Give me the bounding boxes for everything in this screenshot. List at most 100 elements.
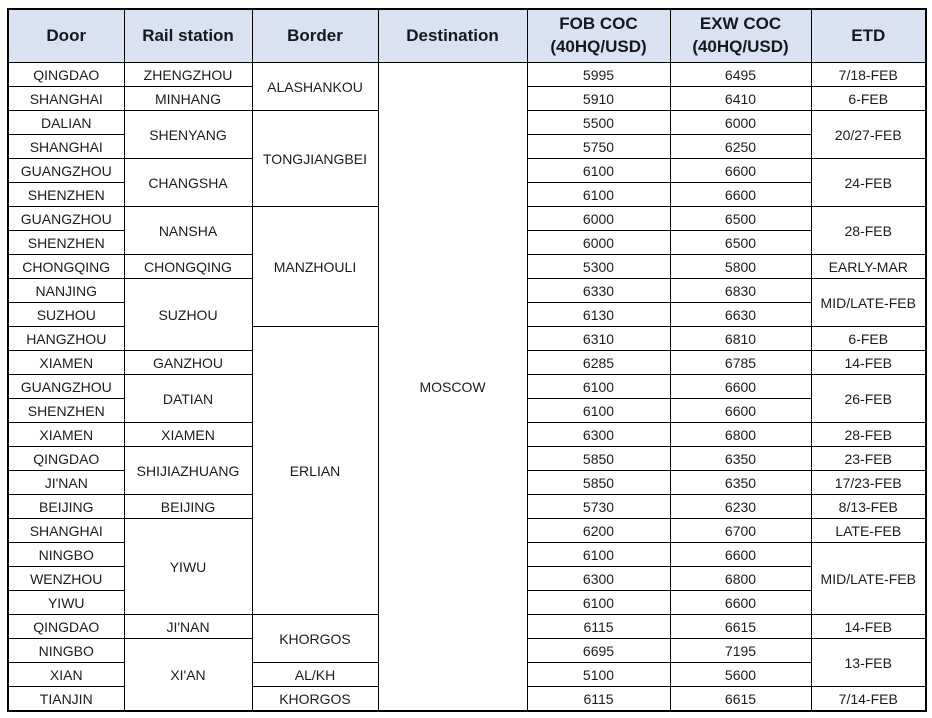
table-row: SHANGHAI MINHANG 5910 6410 6-FEB	[7, 86, 927, 111]
cell-exw-coc: 6350	[669, 446, 812, 471]
cell-exw-coc: 6810	[669, 326, 812, 351]
cell-fob-coc: 6000	[526, 230, 671, 255]
header-etd: ETD	[810, 8, 927, 63]
cell-exw-coc: 6410	[669, 86, 812, 111]
header-exw-coc-unit: (40HQ/USD)	[692, 37, 789, 56]
cell-fob-coc: 5910	[526, 86, 671, 111]
cell-door: GUANGZHOU	[7, 374, 125, 399]
cell-fob-coc: 5850	[526, 446, 671, 471]
table-body: QINGDAO ZHENGZHOU ALASHANKOU MOSCOW 5995 6495…	[7, 62, 927, 712]
header-destination: Destination	[377, 8, 528, 63]
table-row: GUANGZHOU DATIAN 6100 6600 26-FEB	[7, 374, 927, 423]
table-row: WENZHOU 6300 6800	[7, 566, 926, 591]
cell-fob-coc: 6100	[526, 158, 671, 183]
table-row: XIAN AL/KH 5100 5600	[7, 662, 926, 687]
cell-exw-coc: 6000	[669, 110, 812, 135]
header-etd-label: ETD	[851, 25, 886, 45]
cell-door: SHENZHEN	[7, 398, 125, 423]
cell-door: DALIAN	[7, 110, 125, 135]
cell-exw-coc: 6350	[669, 470, 812, 495]
header-door-label: Door	[46, 25, 87, 45]
table-row: XIAMEN XIAMEN 6300 6800 28-FEB	[7, 422, 927, 447]
cell-door: GUANGZHOU	[7, 206, 125, 231]
cell-exw-coc: 6600	[669, 158, 812, 183]
table-row: DALIAN SHENYANG TONGJIANGBEI 5500 6000 20/27-…	[7, 110, 927, 207]
cell-exw-coc: 6500	[669, 206, 812, 231]
table-row: YIWU 6100 6600	[7, 590, 926, 615]
table-row: QINGDAO ZHENGZHOU ALASHANKOU MOSCOW 5995 6495…	[7, 62, 927, 712]
cell-exw-coc: 5800	[669, 254, 812, 279]
cell-etd: 23-FEB	[810, 446, 927, 471]
table-row: NINGBO XI'AN 6695 7195 13-FEB	[7, 638, 927, 712]
cell-border: ERLIAN	[251, 326, 379, 615]
cell-exw-coc: 6600	[669, 590, 812, 615]
cell-exw-coc: 6785	[669, 350, 812, 375]
header-fob-coc-unit: (40HQ/USD)	[550, 37, 647, 56]
table-row: SHANGHAI YIWU 6200 6700 LATE-FEB	[7, 518, 927, 615]
cell-exw-coc: 6600	[669, 542, 812, 567]
cell-exw-coc: 7195	[669, 638, 812, 663]
cell-exw-coc: 6495	[669, 62, 812, 87]
cell-etd: 6-FEB	[810, 326, 927, 351]
cell-door: SHANGHAI	[7, 134, 125, 159]
cell-etd: MID/LATE-FEB	[810, 542, 927, 615]
cell-fob-coc: 6000	[526, 206, 671, 231]
cell-fob-coc: 6310	[526, 326, 671, 351]
cell-door: NINGBO	[7, 542, 125, 567]
cell-door: YIWU	[7, 590, 125, 615]
cell-border: MANZHOULI	[251, 206, 379, 327]
cell-etd: 7/18-FEB	[810, 62, 927, 87]
cell-exw-coc: 6600	[669, 374, 812, 399]
cell-border: AL/KH	[251, 662, 379, 687]
cell-door: QINGDAO	[7, 62, 125, 87]
cell-door: WENZHOU	[7, 566, 125, 591]
cell-etd: LATE-FEB	[810, 518, 927, 543]
header-row: Door Rail station Border Destination FOB…	[7, 8, 927, 63]
cell-rail-station: YIWU	[123, 518, 253, 615]
cell-door: QINGDAO	[7, 614, 125, 639]
cell-rail-station: XI'AN	[123, 638, 253, 712]
cell-door: XIAN	[7, 662, 125, 687]
cell-fob-coc: 6100	[526, 398, 671, 423]
table-row: SHANGHAI 5750 6250	[7, 134, 926, 159]
cell-fob-coc: 6115	[526, 686, 671, 712]
cell-rail-station: GANZHOU	[123, 350, 253, 375]
cell-fob-coc: 5100	[526, 662, 671, 687]
cell-fob-coc: 5500	[526, 110, 671, 135]
cell-fob-coc: 6100	[526, 590, 671, 615]
cell-border: ALASHANKOU	[251, 62, 379, 111]
cell-door: QINGDAO	[7, 446, 125, 471]
table-row: SHENZHEN 6100 6600	[7, 182, 926, 207]
header-exw-coc: EXW COC (40HQ/USD)	[669, 8, 812, 63]
cell-fob-coc: 6200	[526, 518, 671, 543]
cell-exw-coc: 6630	[669, 302, 812, 327]
cell-fob-coc: 6100	[526, 374, 671, 399]
header-border-label: Border	[287, 25, 343, 45]
cell-exw-coc: 6230	[669, 494, 812, 519]
table-row: JI'NAN 5850 6350 17/23-FEB	[7, 470, 927, 495]
cell-fob-coc: 6130	[526, 302, 671, 327]
cell-exw-coc: 6700	[669, 518, 812, 543]
cell-door: NANJING	[7, 278, 125, 303]
cell-door: CHONGQING	[7, 254, 125, 279]
cell-fob-coc: 5995	[526, 62, 671, 87]
table-row: TIANJIN KHORGOS 6115 6615 7/14-FEB	[7, 686, 927, 712]
header-fob-coc: FOB COC (40HQ/USD)	[526, 8, 671, 63]
cell-fob-coc: 5730	[526, 494, 671, 519]
cell-rail-station: JI'NAN	[123, 614, 253, 639]
cell-fob-coc: 6285	[526, 350, 671, 375]
header-rail-station: Rail station	[123, 8, 253, 63]
table-row: SHENZHEN 6000 6500	[7, 230, 926, 255]
cell-exw-coc: 6830	[669, 278, 812, 303]
cell-fob-coc: 6115	[526, 614, 671, 639]
cell-etd: 8/13-FEB	[810, 494, 927, 519]
cell-rail-station: XIAMEN	[123, 422, 253, 447]
cell-rail-station: NANSHA	[123, 206, 253, 255]
cell-fob-coc: 6100	[526, 542, 671, 567]
cell-door: XIAMEN	[7, 422, 125, 447]
cell-rail-station: DATIAN	[123, 374, 253, 423]
cell-etd: MID/LATE-FEB	[810, 278, 927, 327]
cell-rail-station: SUZHOU	[123, 278, 253, 351]
cell-rail-station: SHIJIAZHUANG	[123, 446, 253, 495]
